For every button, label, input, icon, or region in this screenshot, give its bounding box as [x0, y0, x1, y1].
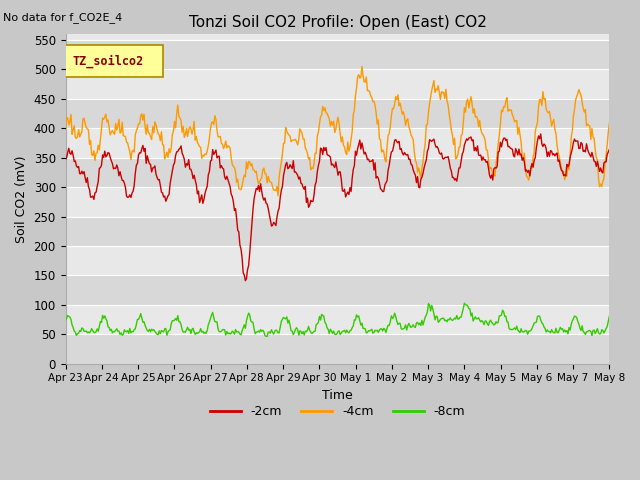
-4cm — [605, 120, 613, 126]
-4cm — [274, 193, 282, 199]
-4cm — [388, 113, 396, 119]
Bar — [65, 40, 609, 69]
Bar — [65, 216, 609, 246]
-8cm — [61, 318, 69, 324]
-8cm — [357, 322, 365, 328]
-2cm — [61, 157, 69, 163]
Line: -4cm: -4cm — [65, 66, 609, 196]
-8cm — [387, 319, 394, 324]
-8cm — [595, 330, 602, 336]
-2cm — [324, 152, 332, 158]
-8cm — [324, 326, 332, 332]
Text: No data for f_CO2E_4: No data for f_CO2E_4 — [3, 12, 122, 23]
Bar — [65, 334, 609, 364]
-8cm — [605, 313, 613, 319]
-2cm — [595, 164, 602, 169]
-8cm — [321, 320, 329, 325]
-2cm — [537, 131, 545, 137]
-4cm — [357, 74, 365, 80]
Bar — [65, 276, 609, 305]
-2cm — [387, 155, 394, 160]
-8cm — [263, 334, 271, 339]
-2cm — [357, 146, 365, 152]
-8cm — [509, 326, 517, 332]
-2cm — [605, 146, 613, 152]
FancyBboxPatch shape — [63, 46, 163, 77]
Bar — [65, 157, 609, 187]
Title: Tonzi Soil CO2 Profile: Open (East) CO2: Tonzi Soil CO2 Profile: Open (East) CO2 — [189, 15, 486, 30]
Bar — [65, 99, 609, 128]
Line: -8cm: -8cm — [65, 303, 609, 336]
Legend: -2cm, -4cm, -8cm: -2cm, -4cm, -8cm — [205, 400, 470, 423]
-2cm — [321, 148, 329, 154]
-4cm — [324, 113, 332, 119]
Y-axis label: Soil CO2 (mV): Soil CO2 (mV) — [15, 155, 28, 242]
-4cm — [358, 63, 366, 69]
Text: TZ_soilco2: TZ_soilco2 — [72, 54, 144, 68]
-2cm — [509, 146, 516, 152]
-4cm — [595, 175, 602, 181]
-4cm — [321, 105, 329, 110]
-2cm — [241, 278, 249, 284]
Line: -2cm: -2cm — [65, 134, 609, 281]
-4cm — [61, 127, 69, 133]
X-axis label: Time: Time — [322, 389, 353, 402]
-4cm — [509, 115, 517, 120]
-8cm — [461, 300, 468, 306]
